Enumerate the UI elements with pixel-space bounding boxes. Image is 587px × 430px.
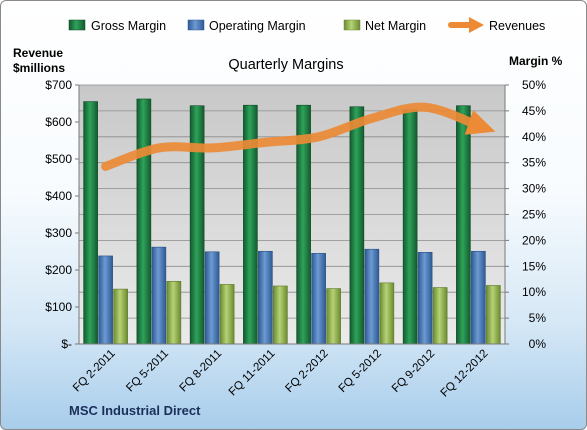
revenue-arrowhead [464, 110, 496, 135]
operating-margin-bar [258, 250, 273, 345]
legend-item-revenues: Revenues [448, 17, 545, 33]
net-margin-bar [219, 284, 235, 345]
operating-margin-bar [364, 248, 380, 345]
operating-margin-bar [98, 255, 113, 345]
left-axis-tick-label: $500 [45, 152, 72, 166]
legend-label: Revenues [489, 19, 545, 33]
operating-margin-bar [151, 246, 167, 345]
left-axis-tick-label: $400 [45, 189, 72, 203]
chart-title: Quarterly Margins [228, 57, 343, 73]
net-margin-bar [166, 281, 182, 345]
right-axis-tick-label: 0% [529, 337, 547, 351]
left-axis-tick-label: $- [61, 337, 72, 351]
legend-label: Operating Margin [209, 19, 306, 33]
legend-label: Gross Margin [91, 19, 166, 33]
x-axis-tick-label: FQ 12-2012 [439, 348, 491, 400]
legend-label: Net Margin [365, 19, 426, 33]
right-axis-tick-label: 30% [522, 182, 546, 196]
right-axis-tick-label: 20% [522, 233, 546, 247]
left-axis-title-line2: $millions [13, 61, 65, 75]
gross-margin-bar [402, 109, 418, 345]
gross-margin-bar [456, 105, 471, 345]
gross-margin-bar [83, 101, 98, 345]
operating-margin-bar [417, 252, 433, 345]
net-margin-bar [113, 288, 128, 345]
right-axis-tick-label: 40% [522, 130, 546, 144]
legend-item-gross-margin: Gross Margin [68, 19, 166, 33]
x-axis-tick-label: FQ 5-2012 [337, 348, 384, 395]
left-axis-tick-label: $200 [45, 263, 72, 277]
gross-margin-bar [189, 105, 205, 345]
operating-margin-bar [471, 250, 486, 345]
right-axis-tick-label: 10% [522, 285, 546, 299]
left-axis-title-line1: Revenue [13, 46, 63, 60]
x-axis-tick-label: FQ 8-2011 [177, 348, 224, 395]
gross-margin-bar [349, 106, 365, 345]
left-axis-tick-label: $600 [45, 115, 72, 129]
bars [83, 98, 501, 345]
right-axis-tick-label: 45% [522, 104, 546, 118]
legend: Gross Margin Operating Margin Net Margin… [68, 17, 545, 33]
legend-item-operating-margin: Operating Margin [187, 19, 306, 33]
right-axis-title: Margin % [509, 54, 563, 68]
net-margin-bar [432, 287, 448, 345]
x-axis-tick-label: FQ 5-2011 [124, 348, 171, 395]
x-axis-tick-label: FQ 11-2011 [227, 348, 278, 399]
left-axis-tick-label: $300 [45, 226, 72, 240]
right-axis-tick-label: 15% [522, 259, 546, 273]
operating-margin-bar [204, 251, 220, 345]
x-axis-tick-label: FQ 2-2011 [71, 348, 118, 395]
right-axis-tick-label: 35% [522, 156, 546, 170]
net-margin-bar [326, 288, 341, 345]
revenue-line-path [101, 102, 483, 171]
operating-margin-bar [311, 253, 326, 345]
net-margin-bar [379, 282, 395, 345]
x-axis-tick-label: FQ 9-2012 [390, 348, 437, 395]
left-axis-tick-label: $700 [45, 78, 72, 92]
revenue-line [101, 102, 496, 171]
net-margin-bar [273, 285, 288, 345]
right-axis-tick-label: 50% [522, 78, 546, 92]
x-axis-tick-label: FQ 2-2012 [283, 348, 330, 395]
left-axis-tick-label: $100 [45, 300, 72, 314]
right-axis-tick-label: 25% [522, 208, 546, 222]
right-axis-tick-label: 5% [529, 311, 547, 325]
net-margin-bar [486, 285, 501, 345]
company-name: MSC Industrial Direct [69, 403, 201, 418]
legend-item-net-margin: Net Margin [343, 19, 426, 33]
gross-margin-bar [136, 98, 152, 345]
